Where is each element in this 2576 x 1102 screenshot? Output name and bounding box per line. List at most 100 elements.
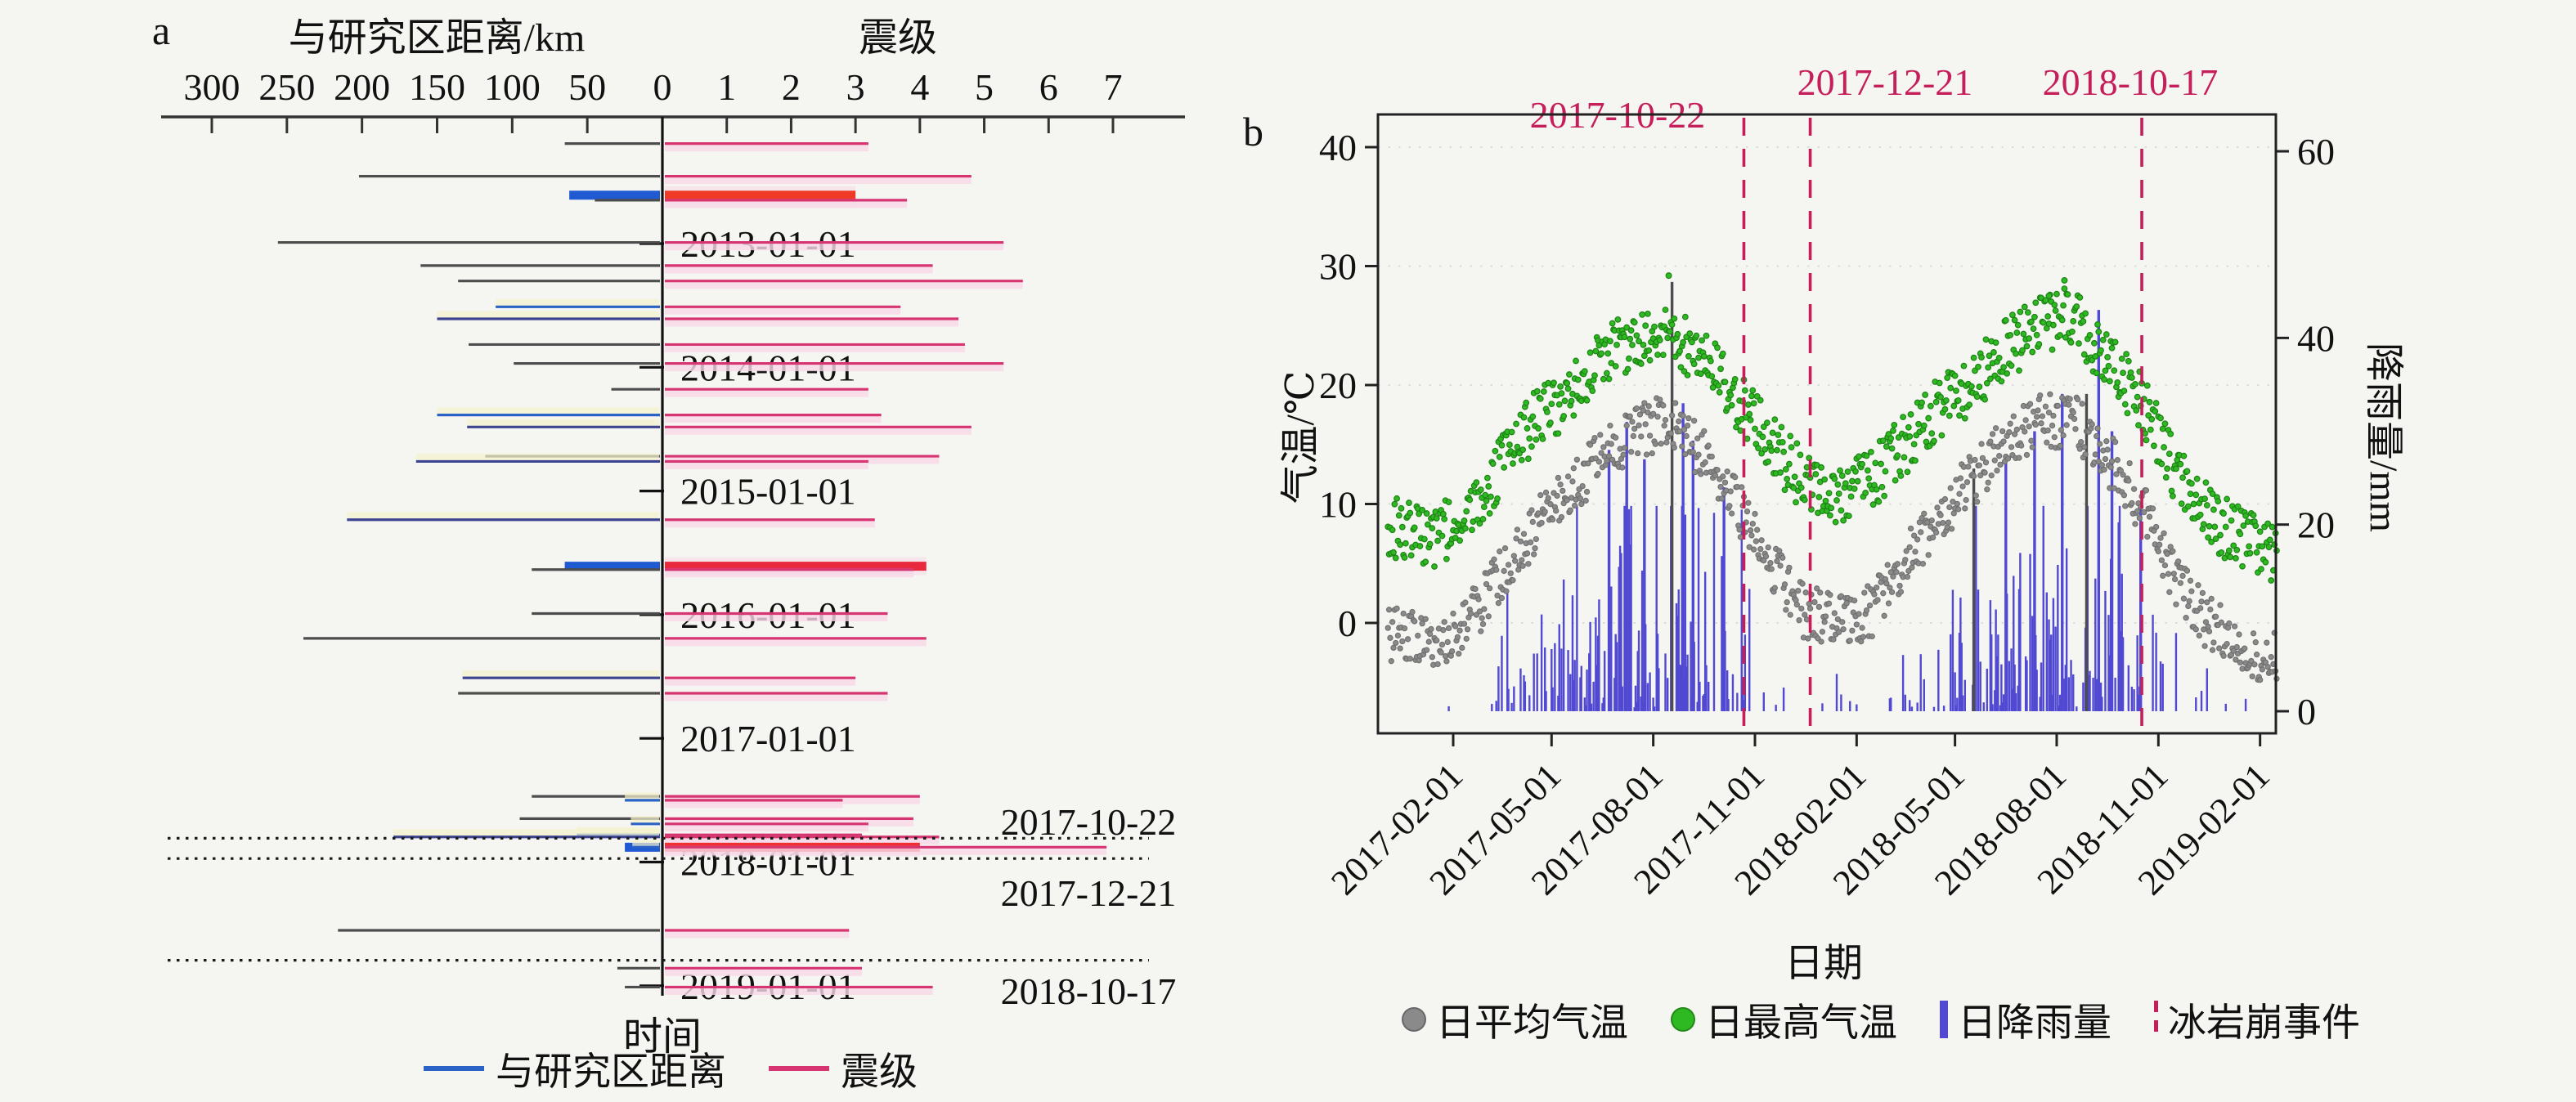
mean-temp-point [2185,603,2192,610]
rain-bar [1579,677,1582,711]
max-temp-point [1589,387,1596,395]
mean-temp-point [1754,526,1761,533]
mean-temp-point [1467,610,1474,617]
mean-temp-point [2011,431,2018,437]
max-temp-point [1748,392,1755,400]
mean-temp-point [2039,413,2046,419]
rain-bar [2159,661,2162,711]
mean-temp-point [1441,619,1447,625]
mean-temp-point [1919,560,1927,567]
max-temp-point [2148,415,2156,423]
mean-temp-point [1970,473,1977,480]
rain-bar [1633,707,1636,711]
mean-temp-point [1712,472,1718,479]
max-temp-point [1480,504,1488,511]
mean-temp-point [1752,538,1759,544]
max-temp-point [2093,370,2100,377]
mean-temp-point [1717,483,1724,491]
mean-temp-point [1657,396,1663,403]
rain-bar [2019,553,2022,711]
rain-bar [1963,679,1966,711]
rain-bar [2051,695,2053,711]
mean-temp-point [1429,654,1435,661]
mean-temp-point [1645,409,1651,416]
rain-bar [2244,698,2247,711]
max-temp-point [1752,425,1758,432]
mean-temp-point [2058,427,2065,433]
mean-temp-point [1493,567,1500,573]
mean-temp-point [1497,548,1503,555]
mean-temp-point [1393,639,1399,647]
rain-bar [1618,567,1620,711]
rain-bar [1991,704,1994,711]
rain-bar [2161,663,2164,711]
mean-temp-point [1660,402,1667,409]
max-temp-point [1700,352,1708,360]
rain-bar [1997,634,1999,711]
rain-bar [1507,688,1510,711]
max-temp-point [1425,521,1431,528]
max-temp-point [1968,383,1975,390]
rain-bar [1721,556,1723,711]
max-temp-point [1708,373,1716,380]
max-temp-point [1613,341,1620,348]
max-temp-point [1779,438,1786,446]
max-temp-point [2151,442,2157,450]
max-temp-point [1528,443,1535,450]
max-temp-point [2205,534,2212,541]
mean-temp-point [1987,438,1994,445]
mean-temp-point [1752,510,1758,517]
mean-temp-point [1434,661,1441,668]
mean-temp-point [1957,475,1964,482]
rain-bar [1744,634,1747,711]
max-temp-point [2217,531,2224,539]
max-temp-point [2233,546,2241,553]
rain-bar [1524,681,1527,711]
max-temp-point [1960,362,1968,370]
max-temp-point [1837,467,1843,474]
max-temp-point [1937,393,1944,401]
max-temp-point [1780,448,1788,455]
max-temp-point [1598,350,1605,357]
rain-bar [1567,650,1569,711]
rain-bar [1821,703,1824,711]
max-temp-point [1990,349,1997,356]
max-temp-point [1832,518,1839,526]
max-temp-point [1422,558,1429,566]
mean-temp-point [1818,638,1824,645]
max-temp-point [1560,413,1568,419]
rain-bar [2017,589,2021,711]
mean-temp-point [1762,553,1770,560]
max-temp-point [1724,405,1731,412]
mean-temp-point [1776,548,1783,554]
max-temp-point [1667,328,1673,335]
max-temp-point [2215,498,2222,505]
mean-temp-point [1948,526,1955,532]
mean-temp-point [2010,413,2017,419]
max-temp-point [1514,443,1521,450]
max-temp-point [1892,477,1899,484]
mean-temp-point [2180,595,2188,602]
mean-temp-point [1456,650,1462,657]
mean-temp-point [1649,410,1657,417]
mean-temp-point [1851,597,1858,604]
rain-bar [1637,630,1640,711]
max-temp-point [1463,508,1470,515]
max-temp-point [1636,338,1642,345]
rain-bar [2050,634,2053,711]
rain-spike-bar [1625,422,1628,711]
rain-bar [2076,706,2078,711]
mean-temp-point [1978,441,1985,447]
mean-temp-point [2057,442,2063,450]
max-temp-point [1973,393,1981,401]
rain-bar [1685,666,1688,711]
mean-temp-point [1652,441,1658,447]
mean-temp-point [2259,666,2266,673]
avalanche-date-label-b: 2018-10-17 [2043,61,2219,103]
max-temp-point [1555,430,1562,437]
mean-temp-point [1393,605,1400,611]
max-temp-point [1551,379,1557,387]
max-temp-point [1728,401,1735,409]
rain-bar [2101,697,2103,711]
mean-temp-point [1836,629,1842,635]
